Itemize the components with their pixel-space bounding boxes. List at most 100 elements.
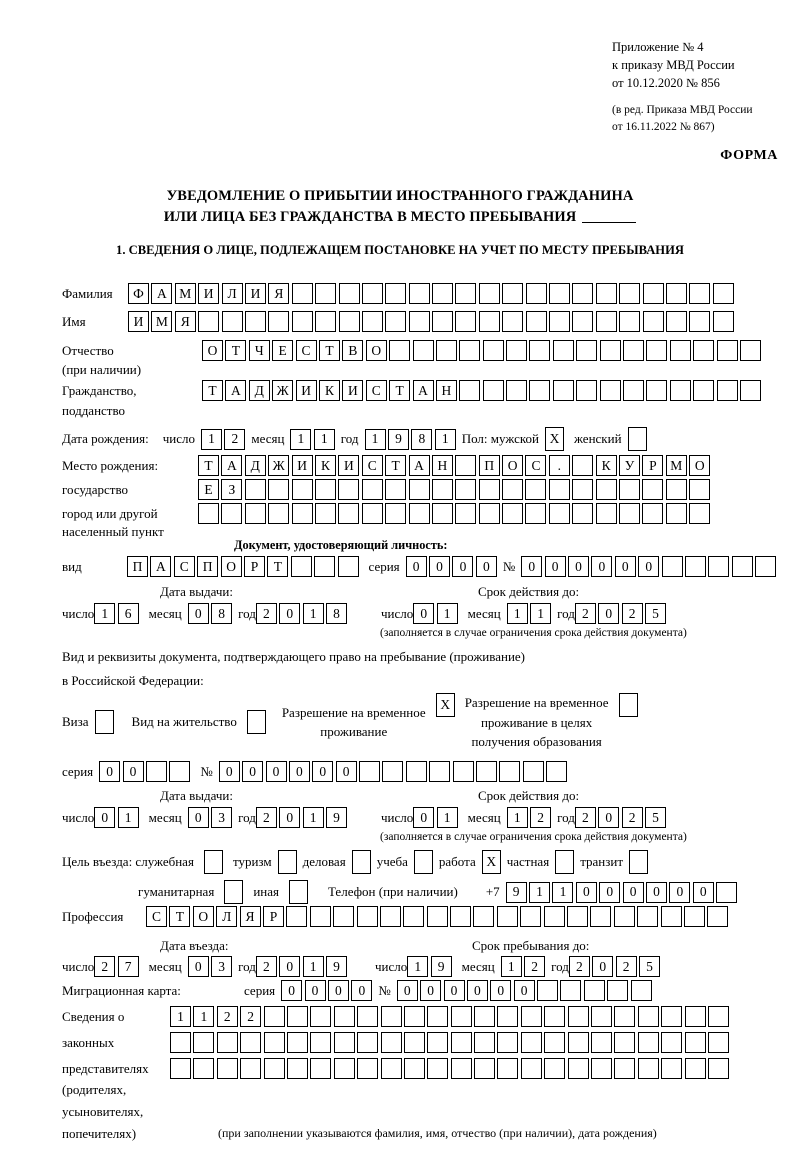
- char-cell[interactable]: М: [665, 455, 687, 476]
- char-cell[interactable]: [193, 1058, 215, 1079]
- char-cell[interactable]: Д: [248, 380, 270, 401]
- char-cell[interactable]: 0: [521, 556, 543, 577]
- char-cell[interactable]: 1: [529, 881, 551, 903]
- char-cell[interactable]: [357, 1006, 379, 1027]
- char-cell[interactable]: [549, 311, 571, 332]
- char-cell[interactable]: 0: [466, 980, 488, 1001]
- char-cell[interactable]: [642, 503, 664, 524]
- char-cell[interactable]: 8: [411, 428, 433, 450]
- permit-temp-checkbox[interactable]: X: [435, 693, 455, 717]
- char-cell[interactable]: [642, 283, 664, 304]
- char-cell[interactable]: [552, 340, 574, 361]
- char-cell[interactable]: [572, 311, 594, 332]
- char-cell[interactable]: 0: [218, 761, 240, 782]
- char-cell[interactable]: [502, 479, 524, 500]
- char-cell[interactable]: [619, 283, 641, 304]
- char-cell[interactable]: [291, 283, 313, 304]
- char-cell[interactable]: [544, 1058, 566, 1079]
- char-cell[interactable]: [478, 503, 500, 524]
- char-cell[interactable]: [567, 906, 589, 927]
- char-cell[interactable]: [689, 283, 711, 304]
- char-cell[interactable]: [520, 1032, 542, 1053]
- char-cell[interactable]: 9: [326, 956, 347, 977]
- char-cell[interactable]: Т: [385, 455, 407, 476]
- char-cell[interactable]: 2: [574, 807, 596, 828]
- char-cell[interactable]: [619, 479, 641, 500]
- char-cell[interactable]: [291, 311, 313, 332]
- char-cell[interactable]: [712, 283, 734, 304]
- char-cell[interactable]: [427, 1006, 449, 1027]
- char-cell[interactable]: [572, 283, 594, 304]
- char-cell[interactable]: З: [221, 479, 243, 500]
- char-cell[interactable]: 1: [302, 956, 324, 977]
- char-cell[interactable]: 9: [387, 428, 409, 450]
- char-cell[interactable]: 1: [94, 603, 116, 624]
- char-cell[interactable]: [665, 311, 687, 332]
- char-cell[interactable]: [572, 503, 594, 524]
- char-cell[interactable]: 2: [524, 956, 546, 977]
- char-cell[interactable]: 0: [598, 807, 620, 828]
- char-cell[interactable]: Н: [431, 455, 453, 476]
- char-cell[interactable]: [455, 455, 477, 476]
- char-cell[interactable]: [614, 1006, 636, 1027]
- char-cell[interactable]: [310, 1032, 332, 1053]
- char-cell[interactable]: [169, 761, 191, 782]
- char-cell[interactable]: [290, 556, 312, 577]
- char-cell[interactable]: 0: [288, 761, 310, 782]
- char-cell[interactable]: 1: [436, 807, 458, 828]
- char-cell[interactable]: [333, 906, 355, 927]
- char-cell[interactable]: [689, 503, 711, 524]
- char-cell[interactable]: 3: [211, 956, 233, 977]
- char-cell[interactable]: К: [318, 380, 340, 401]
- char-cell[interactable]: [455, 311, 477, 332]
- char-cell[interactable]: [286, 1032, 308, 1053]
- char-cell[interactable]: [478, 283, 500, 304]
- char-cell[interactable]: 6: [117, 603, 139, 624]
- char-cell[interactable]: [567, 1006, 589, 1027]
- char-cell[interactable]: 0: [513, 980, 535, 1001]
- char-cell[interactable]: И: [291, 455, 313, 476]
- char-cell[interactable]: А: [412, 380, 434, 401]
- char-cell[interactable]: 2: [224, 428, 246, 450]
- char-cell[interactable]: В: [342, 340, 364, 361]
- purpose-private-checkbox[interactable]: [555, 850, 575, 874]
- char-cell[interactable]: [642, 311, 664, 332]
- char-cell[interactable]: Ж: [272, 380, 294, 401]
- char-cell[interactable]: [707, 906, 729, 927]
- char-cell[interactable]: [380, 1006, 402, 1027]
- char-cell[interactable]: [599, 380, 621, 401]
- char-cell[interactable]: [405, 761, 427, 782]
- char-cell[interactable]: У: [619, 455, 641, 476]
- char-cell[interactable]: Е: [272, 340, 294, 361]
- char-cell[interactable]: [333, 1032, 355, 1053]
- char-cell[interactable]: .: [548, 455, 570, 476]
- char-cell[interactable]: [452, 761, 474, 782]
- char-cell[interactable]: 1: [290, 428, 312, 450]
- char-cell[interactable]: С: [146, 906, 167, 927]
- char-cell[interactable]: Т: [202, 380, 223, 401]
- char-cell[interactable]: [637, 906, 659, 927]
- char-cell[interactable]: А: [408, 455, 430, 476]
- char-cell[interactable]: [520, 906, 542, 927]
- char-cell[interactable]: [525, 283, 547, 304]
- char-cell[interactable]: [459, 340, 481, 361]
- char-cell[interactable]: [385, 503, 407, 524]
- char-cell[interactable]: [660, 906, 682, 927]
- char-cell[interactable]: 0: [413, 807, 435, 828]
- char-cell[interactable]: 0: [327, 980, 349, 1001]
- char-cell[interactable]: [356, 906, 378, 927]
- char-cell[interactable]: [263, 1006, 285, 1027]
- char-cell[interactable]: [385, 479, 407, 500]
